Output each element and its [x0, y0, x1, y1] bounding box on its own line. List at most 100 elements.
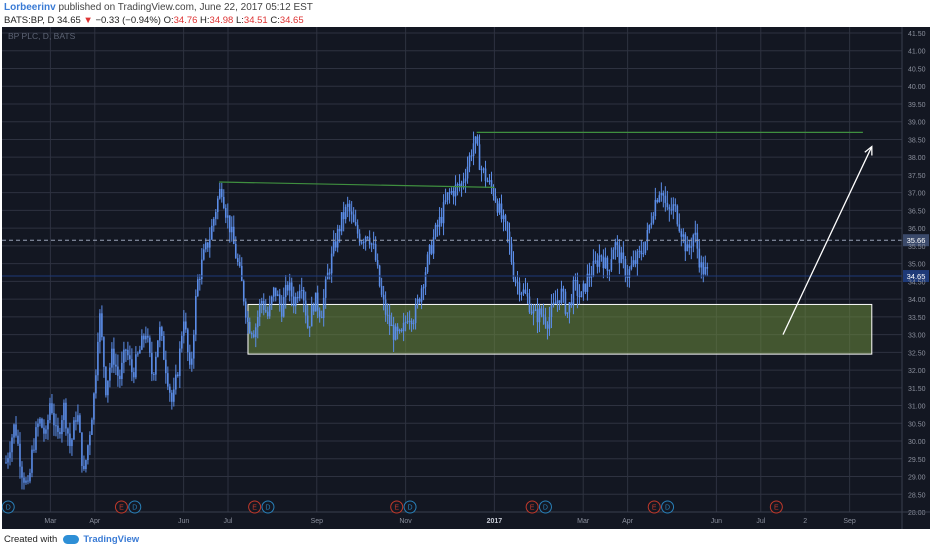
candle-body [692, 234, 695, 247]
candle-body [137, 353, 139, 355]
candle-body [99, 313, 101, 342]
candle-body [566, 312, 569, 314]
candle-body [428, 245, 431, 255]
event-label: E [119, 505, 124, 512]
candle-body [203, 249, 205, 260]
author-link[interactable]: Lorbeerinv [4, 2, 56, 13]
candle-body [282, 297, 285, 317]
candle-body [218, 188, 221, 199]
candle-body [438, 216, 441, 227]
candle-body [153, 374, 155, 376]
y-tick-label: 35.50 [908, 244, 926, 251]
candle-body [63, 402, 65, 421]
candle-body [216, 198, 219, 213]
candle-body [7, 458, 9, 463]
candle-body [21, 466, 23, 478]
candle-body [524, 289, 527, 294]
earnings-marker [525, 500, 539, 514]
candle-body [230, 226, 233, 233]
candle-body [468, 155, 471, 167]
candle-body [356, 224, 359, 234]
y-tick-label: 39.50 [908, 102, 926, 109]
candle-body [187, 329, 189, 353]
candle-body [650, 222, 653, 226]
candle-body [486, 181, 489, 183]
candle-body [129, 355, 131, 360]
x-tick-label: Mar [44, 518, 57, 525]
dividend-marker [2, 500, 15, 514]
cloud-icon [63, 535, 80, 544]
candle-body [394, 326, 397, 340]
reference-price-tag [903, 234, 929, 247]
candle-body [163, 336, 165, 360]
last-price-tag [903, 270, 929, 283]
candle-body [542, 314, 545, 318]
candle-body [324, 279, 327, 298]
candle-body [206, 242, 209, 248]
candle-body [582, 283, 585, 292]
candle-body [498, 203, 501, 213]
candle-body [630, 265, 633, 270]
candle-body [608, 270, 611, 272]
candle-body [193, 334, 195, 359]
y-tick-label: 41.50 [908, 31, 926, 38]
candle-body [29, 472, 31, 482]
candle-body [302, 289, 305, 301]
candle-body [506, 221, 509, 232]
dividend-marker [538, 500, 552, 514]
candle-body [604, 257, 607, 269]
candle-body [460, 182, 463, 187]
x-tick-label: Nov [399, 518, 412, 525]
candle-body [240, 265, 243, 281]
candle-body [400, 329, 403, 332]
candle-body [238, 262, 241, 266]
candle-body [516, 282, 519, 284]
candle-body [556, 300, 559, 304]
price-chart[interactable]: 35.66 34.65 28.00 28.50 29.00 29.50 30.00 30.5… [2, 27, 930, 529]
x-tick-label: Sep [843, 518, 856, 525]
candle-body [328, 272, 331, 274]
chart-area[interactable]: 35.66 34.65 28.00 28.50 29.00 29.50 30.00 30.5… [2, 27, 930, 529]
low-label: L: [235, 15, 244, 26]
candle-body [208, 239, 211, 248]
candle-body [388, 315, 391, 327]
candle-body [212, 218, 215, 226]
candle-body [312, 304, 315, 312]
candle-body [5, 462, 7, 464]
candle-body [658, 195, 661, 202]
candle-body [580, 291, 583, 298]
event-label: D [132, 505, 137, 512]
candle-body [57, 425, 59, 432]
candle-body [386, 314, 389, 316]
candle-body [181, 335, 183, 349]
candle-body [612, 249, 615, 260]
candle-body [552, 302, 555, 305]
candle-body [260, 300, 263, 304]
event-label: D [6, 505, 11, 512]
candle-body [298, 290, 301, 299]
candle-body [408, 320, 411, 322]
candle-body [562, 288, 565, 292]
candle-body [71, 439, 73, 447]
candle-body [436, 224, 439, 227]
candle-body [318, 310, 321, 317]
candle-body [242, 280, 245, 302]
candle-body [484, 168, 487, 182]
y-tick-label: 34.00 [908, 297, 926, 304]
candle-body [101, 313, 103, 338]
candle-body [478, 144, 481, 170]
candle-body [452, 190, 455, 197]
dividend-marker [261, 500, 275, 514]
candle-body [131, 359, 133, 373]
candle-body [434, 224, 437, 238]
candle-body [115, 364, 117, 367]
candle-body [672, 204, 675, 211]
tradingview-logo[interactable]: TradingView [63, 534, 139, 545]
candle-body [410, 320, 413, 325]
candle-body [232, 226, 235, 244]
x-tick-label: Jul [224, 518, 233, 525]
candle-body [568, 302, 571, 313]
candle-body [392, 324, 395, 340]
candle-body [418, 298, 421, 302]
candle-body [93, 393, 95, 420]
